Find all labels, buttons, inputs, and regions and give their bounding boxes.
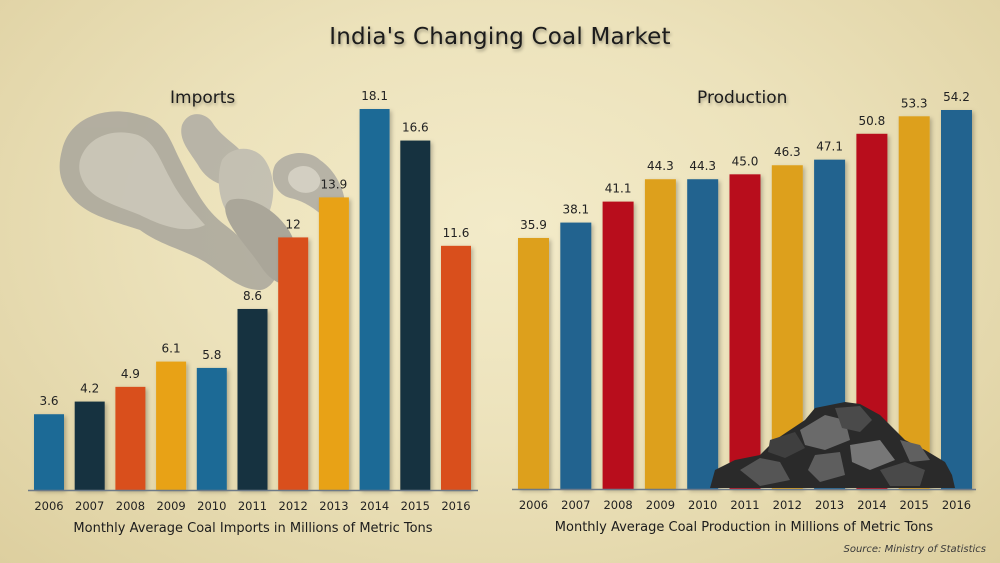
x-tick-label: 2013 bbox=[815, 498, 844, 512]
bar-2011 bbox=[237, 308, 268, 490]
x-tick-label: 2015 bbox=[900, 498, 929, 512]
data-label: 41.1 bbox=[605, 182, 632, 196]
x-tick-label: 2011 bbox=[238, 499, 267, 513]
data-label: 18.1 bbox=[361, 89, 388, 103]
bar-2016 bbox=[941, 110, 972, 489]
x-axis-title: Monthly Average Coal Imports in Millions… bbox=[73, 521, 432, 536]
x-tick-label: 2013 bbox=[319, 499, 348, 513]
bar-2010 bbox=[687, 179, 719, 490]
x-tick-label: 2007 bbox=[75, 499, 104, 513]
smoke-illustration bbox=[59, 111, 345, 290]
x-tick-label: 2009 bbox=[646, 498, 675, 512]
data-label: 44.3 bbox=[647, 159, 674, 173]
coal-pile-illustration bbox=[710, 402, 955, 488]
x-tick-label: 2015 bbox=[401, 499, 430, 513]
bar-2009 bbox=[644, 179, 676, 490]
x-tick-label: 2008 bbox=[116, 499, 145, 513]
production-subtitle: Production bbox=[697, 88, 788, 108]
x-tick-label: 2016 bbox=[441, 499, 470, 513]
data-label: 16.6 bbox=[402, 121, 429, 135]
bar-2014 bbox=[359, 109, 390, 490]
bar-2006 bbox=[518, 237, 549, 489]
bar-2015 bbox=[898, 116, 930, 489]
x-tick-label: 2008 bbox=[603, 498, 632, 512]
x-tick-label: 2012 bbox=[773, 498, 802, 512]
data-label: 35.9 bbox=[520, 218, 547, 232]
bar-2012 bbox=[278, 237, 309, 490]
data-label: 38.1 bbox=[562, 203, 589, 217]
bar-2007 bbox=[560, 222, 592, 489]
bar-2011 bbox=[729, 174, 761, 490]
x-tick-label: 2014 bbox=[360, 499, 389, 513]
data-label: 46.3 bbox=[774, 145, 801, 159]
data-label: 4.2 bbox=[80, 382, 99, 396]
data-label: 47.1 bbox=[816, 140, 843, 154]
x-tick-label: 2010 bbox=[688, 498, 717, 512]
bar-2016 bbox=[441, 245, 471, 490]
x-tick-label: 2010 bbox=[197, 499, 226, 513]
x-axis-title: Monthly Average Coal Production in Milli… bbox=[555, 520, 934, 535]
data-label: 5.8 bbox=[202, 348, 221, 362]
data-label: 8.6 bbox=[243, 289, 262, 303]
imports-chart: 3.6 2006 4.2 2007 4.9 2008 6.1 2009 5.8 2010 8.6 20… bbox=[28, 89, 478, 536]
bar-2009 bbox=[156, 361, 187, 490]
data-label: 44.3 bbox=[689, 159, 716, 173]
chart-title: India's Changing Coal Market bbox=[329, 24, 671, 50]
data-label: 3.6 bbox=[39, 394, 58, 408]
data-label: 45.0 bbox=[732, 154, 759, 168]
data-label: 54.2 bbox=[943, 90, 970, 104]
bar-2013 bbox=[318, 197, 349, 490]
imports-subtitle: Imports bbox=[170, 88, 236, 108]
x-tick-label: 2014 bbox=[857, 498, 886, 512]
x-tick-label: 2006 bbox=[34, 499, 63, 513]
x-tick-label: 2016 bbox=[942, 498, 971, 512]
x-tick-label: 2011 bbox=[730, 498, 759, 512]
bar-2006 bbox=[34, 414, 64, 490]
data-label: 13.9 bbox=[321, 177, 348, 191]
data-label: 11.6 bbox=[443, 226, 470, 240]
data-label: 50.8 bbox=[859, 114, 886, 128]
source-note: Source: Ministry of Statistics bbox=[843, 544, 986, 555]
bar-2015 bbox=[400, 140, 431, 490]
x-tick-label: 2007 bbox=[561, 498, 590, 512]
bar-2008 bbox=[602, 201, 634, 489]
x-tick-label: 2009 bbox=[156, 499, 185, 513]
data-label: 12 bbox=[286, 217, 301, 231]
bar-2008 bbox=[115, 386, 146, 490]
data-label: 6.1 bbox=[162, 342, 181, 356]
x-tick-label: 2006 bbox=[519, 498, 548, 512]
data-label: 4.9 bbox=[121, 367, 140, 381]
bar-2010 bbox=[196, 367, 227, 490]
bar-2007 bbox=[74, 401, 105, 490]
x-tick-label: 2012 bbox=[279, 499, 308, 513]
data-label: 53.3 bbox=[901, 96, 928, 110]
